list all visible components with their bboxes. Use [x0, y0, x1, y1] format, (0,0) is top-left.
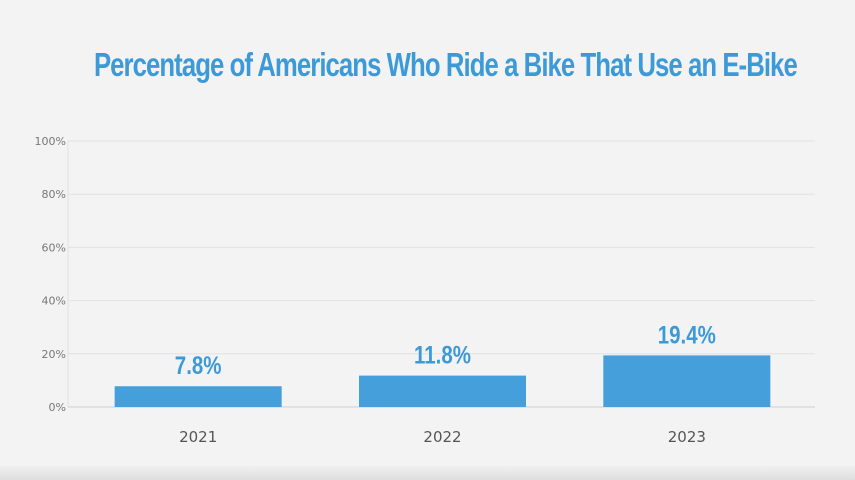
y-tick-label: 60% — [42, 241, 66, 254]
x-tick-label-2022: 2022 — [423, 428, 461, 446]
x-tick-label-2021: 2021 — [179, 428, 217, 446]
data-label-2022: 11.8% — [414, 341, 471, 369]
y-axis-ticks: 0% 20% 40% 60% 80% 100% — [35, 135, 66, 414]
data-label-2021: 7.8% — [175, 351, 222, 379]
x-axis-categories: 2021 2022 2023 — [179, 428, 706, 446]
bar-2021 — [114, 386, 282, 407]
y-tick-label: 0% — [49, 401, 66, 414]
data-labels: 7.8% 11.8% 19.4% — [175, 320, 716, 379]
y-tick-label: 20% — [42, 348, 66, 361]
bars — [114, 355, 771, 407]
x-tick-label-2023: 2023 — [668, 428, 706, 446]
y-tick-label: 40% — [42, 295, 66, 308]
bar-2023 — [603, 355, 771, 407]
bottom-shadow-strip — [0, 466, 855, 480]
y-tick-label: 100% — [35, 135, 66, 148]
bar-2022 — [359, 375, 526, 407]
chart-title: Percentage of Americans Who Ride a Bike … — [93, 46, 798, 83]
data-label-2023: 19.4% — [658, 320, 716, 348]
y-tick-label: 80% — [42, 188, 66, 201]
